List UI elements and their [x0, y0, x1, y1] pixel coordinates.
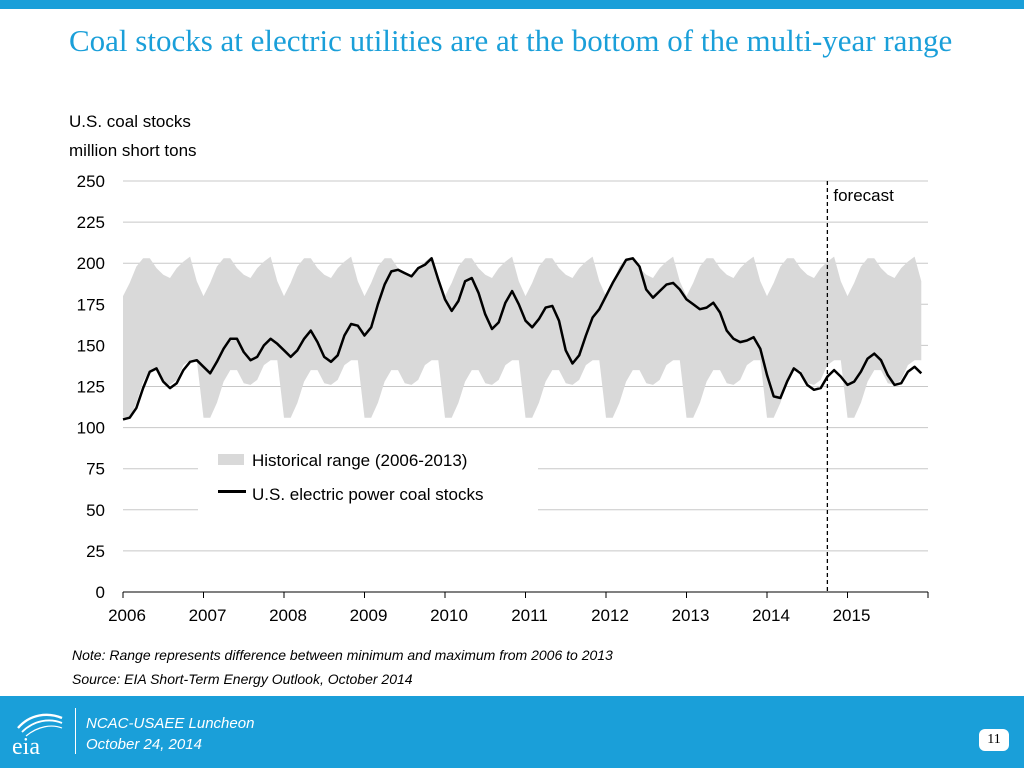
chart-title: U.S. coal stocks — [69, 112, 191, 131]
legend-background — [198, 447, 538, 511]
x-tick-label-2012: 2012 — [591, 606, 629, 625]
x-tick-label-2010: 2010 — [430, 606, 468, 625]
x-tick-label-2011: 2011 — [511, 606, 548, 625]
slide-title: Coal stocks at electric utilities are at… — [69, 23, 953, 58]
y-tick-label-25: 25 — [86, 542, 105, 561]
legend-label-historical-range: Historical range (2006-2013) — [252, 451, 468, 470]
y-tick-label-200: 200 — [77, 254, 105, 273]
y-tick-label-150: 150 — [77, 336, 105, 355]
chart-note: Note: Range represents difference betwee… — [72, 647, 613, 663]
legend-label-coal-stocks: U.S. electric power coal stocks — [252, 485, 484, 504]
forecast-label: forecast — [833, 186, 894, 205]
coal-stocks-line — [122, 257, 923, 421]
y-tick-label-0: 0 — [96, 583, 105, 602]
x-tick-label-2015: 2015 — [833, 606, 871, 625]
historical-range-band — [123, 256, 922, 418]
x-tick-label-2014: 2014 — [752, 606, 790, 625]
y-tick-label-50: 50 — [86, 501, 105, 520]
eia-logo: eia — [12, 713, 63, 758]
y-tick-label-125: 125 — [77, 378, 105, 397]
page-number: 11 — [979, 729, 1009, 751]
x-tick-label-2007: 2007 — [189, 606, 227, 625]
x-tick-label-2008: 2008 — [269, 606, 307, 625]
top-accent-bar — [0, 0, 1024, 9]
chart-source: Source: EIA Short-Term Energy Outlook, O… — [72, 671, 413, 687]
footer-bar: eia NCAC-USAEE Luncheon October 24, 2014 — [0, 696, 1024, 768]
x-tick-label-2013: 2013 — [672, 606, 710, 625]
coal-stocks-chart: 0 25 50 75 100 125 150 175 200 225 250 2006 2007 2008… — [77, 172, 929, 625]
legend-swatch-coal-stocks — [218, 490, 246, 493]
y-tick-label-75: 75 — [86, 460, 105, 479]
y-tick-label-175: 175 — [77, 295, 105, 314]
eia-logo-text: eia — [12, 734, 40, 758]
footer-date: October 24, 2014 — [86, 736, 202, 753]
y-tick-label-250: 250 — [77, 172, 105, 191]
y-tick-label-100: 100 — [77, 419, 105, 438]
y-tick-label-225: 225 — [77, 213, 105, 232]
legend-swatch-historical-range — [218, 454, 244, 465]
x-tick-label-2009: 2009 — [350, 606, 388, 625]
footer-divider — [75, 708, 76, 754]
x-tick-label-2006: 2006 — [108, 606, 146, 625]
footer-event: NCAC-USAEE Luncheon — [86, 715, 255, 732]
chart-y-unit: million short tons — [69, 141, 197, 160]
